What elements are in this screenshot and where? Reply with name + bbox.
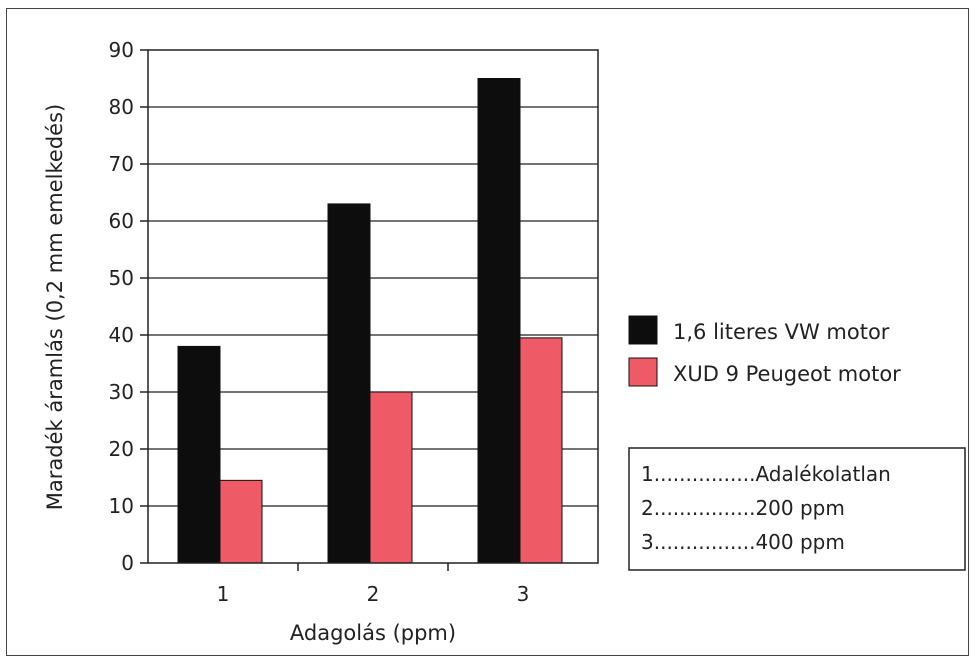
category-notes-box: 1................Adalékolatlan 2........… (628, 447, 966, 571)
plot-area-border (147, 49, 599, 564)
y-tick-label: 90 (109, 38, 134, 62)
y-tick-label: 20 (109, 437, 134, 461)
x-tick-label: 3 (517, 582, 530, 606)
bar-vw-1 (177, 345, 221, 564)
bars (177, 78, 563, 564)
bar-peugeot-2 (369, 391, 413, 564)
x-tick-label: 1 (217, 582, 230, 606)
bar-peugeot-1 (219, 479, 263, 564)
bar-vw-2 (327, 203, 371, 564)
y-axis-ticks: 0 10 20 30 40 50 60 70 80 90 (109, 38, 148, 575)
y-tick-label: 10 (109, 494, 134, 518)
legend-label-series-2: XUD 9 Peugeot motor (673, 362, 901, 386)
y-tick-label: 0 (121, 551, 134, 575)
y-axis-label: Maradék áramlás (0,2 mm emelkedés) (43, 104, 67, 510)
legend: 1,6 literes VW motor XUD 9 Peugeot motor (628, 315, 901, 387)
bar-peugeot-3 (519, 337, 563, 564)
legend-swatch-series-2 (628, 357, 658, 387)
note-line-2: 2................200 ppm (641, 496, 845, 520)
y-tick-label: 30 (109, 380, 134, 404)
note-line-1: 1................Adalékolatlan (641, 462, 891, 486)
y-tick-label: 80 (109, 95, 134, 119)
x-axis-ticks: 1 2 3 (217, 563, 530, 606)
y-tick-label: 70 (109, 152, 134, 176)
x-axis-label: Adagolás (ppm) (290, 621, 456, 645)
legend-swatch-series-1 (628, 315, 658, 345)
bar-vw-3 (477, 78, 521, 564)
y-tick-label: 60 (109, 209, 134, 233)
legend-label-series-1: 1,6 literes VW motor (673, 320, 890, 344)
y-tick-label: 40 (109, 323, 134, 347)
note-line-3: 3................400 ppm (641, 530, 845, 554)
y-tick-label: 50 (109, 266, 134, 290)
x-tick-label: 2 (367, 582, 380, 606)
notes-border (628, 447, 966, 571)
